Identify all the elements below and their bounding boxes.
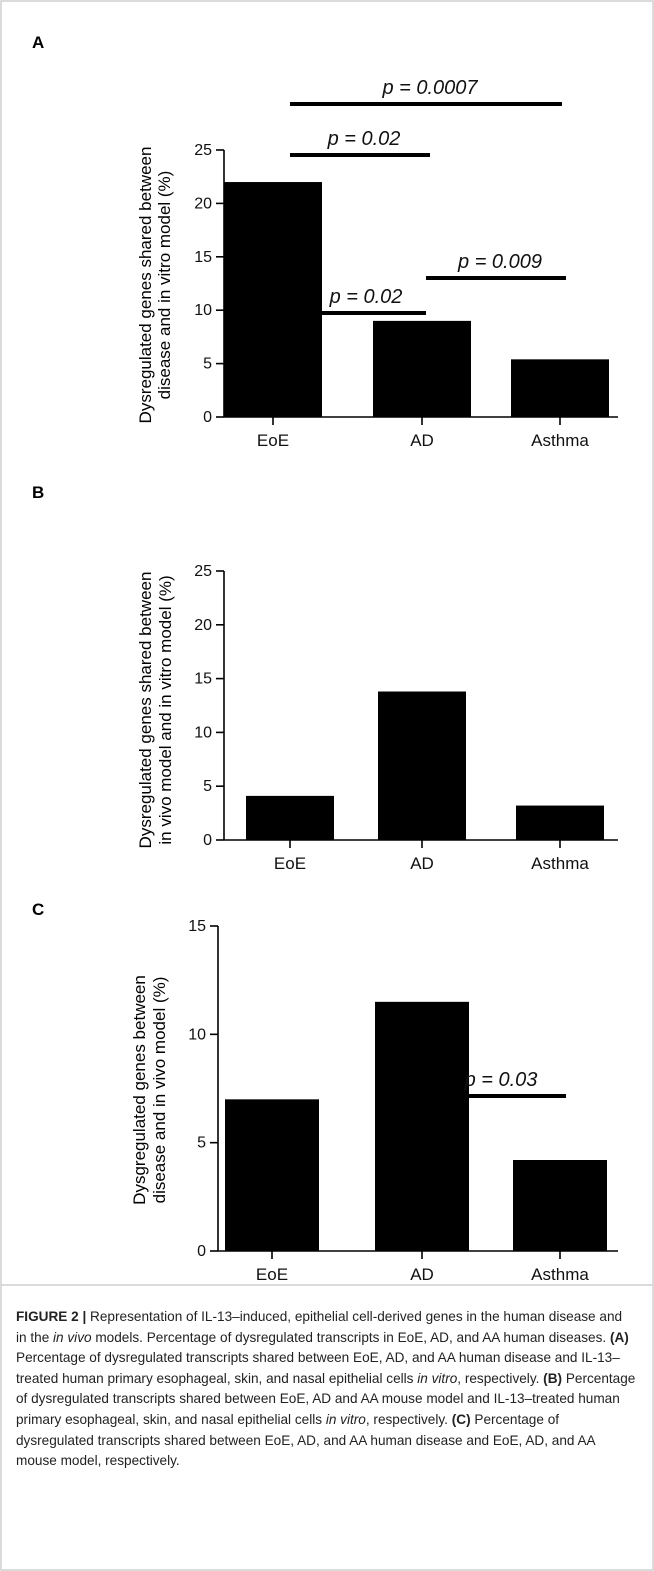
panel-a-y-tick-label: 10 — [194, 302, 212, 319]
panel-a-ylabel-line2: disease and in vitro model (%) — [155, 171, 174, 400]
panel-c-letter: C — [32, 900, 44, 919]
panel-b-category-label: AD — [410, 854, 434, 873]
figure-caption: FIGURE 2 | Representation of IL-13–induc… — [16, 1307, 636, 1472]
panel-b-ylabel-line1: Dysregulated genes shared between — [136, 572, 155, 849]
caption-figure-label: FIGURE 2 | — [16, 1309, 87, 1324]
panel-b-y-tick-label: 10 — [194, 724, 212, 741]
panel-c-bar-asthma — [513, 1160, 607, 1251]
panel-b-significance-label: p = 0.02 — [329, 286, 403, 308]
panel-c-y-tick-label: 5 — [197, 1135, 206, 1152]
panel-a-ylabel-line1: Dysregulated genes shared between — [136, 147, 155, 424]
panel-c-y-tick-label: 0 — [197, 1243, 206, 1260]
caption-panel-a-label: (A) — [609, 1329, 629, 1345]
caption-text: models. Percentage of dysregulated trans… — [91, 1329, 610, 1345]
caption-panel-c-label: (C) — [451, 1411, 471, 1427]
panel-c-category-label: AD — [410, 1265, 434, 1284]
panel-c-ylabel-line1: Dysgregulated genes between — [130, 975, 149, 1205]
panel-a-y-tick-label: 15 — [194, 249, 212, 266]
panel-b-y-tick-label: 15 — [194, 671, 212, 688]
panel-c-significance-label: p = 0.03 — [464, 1069, 538, 1091]
caption-panel-b-label: (B) — [543, 1370, 563, 1386]
panel-b-y-tick-label: 0 — [203, 832, 212, 849]
caption-text: , respectively. — [365, 1411, 452, 1427]
panel-a-y-tick-label: 5 — [203, 356, 212, 373]
panel-b-category-label: EoE — [274, 854, 306, 873]
panel-b: B Dysregulated genes shared between in v… — [32, 251, 618, 873]
panel-a-bar-asthma — [511, 359, 609, 417]
caption-emphasis: in vivo — [53, 1329, 92, 1345]
panel-a-category-label: EoE — [257, 431, 289, 450]
panel-a-y-tick-label: 20 — [194, 195, 212, 212]
panel-c-y-tick-label: 10 — [188, 1026, 206, 1043]
caption-emphasis: in vitro — [417, 1370, 458, 1386]
panel-b-bar-eoe — [246, 795, 334, 840]
panel-b-y-tick-label: 5 — [203, 778, 212, 795]
caption-text: Percentage of dysregulated transcripts s… — [16, 1350, 620, 1386]
panel-b-significance-label: p = 0.009 — [457, 251, 542, 273]
panel-b-bar-ad — [378, 691, 466, 840]
panel-b-bar-asthma — [516, 805, 604, 840]
caption-text: Percentage of dysregulated transcripts s… — [16, 1370, 636, 1427]
panel-c-ylabel-line2: disease and in vivo model (%) — [150, 977, 169, 1204]
panel-a-category-label: AD — [410, 431, 434, 450]
panel-a-category-label: Asthma — [531, 431, 589, 450]
panel-c-category-label: EoE — [256, 1265, 288, 1284]
panel-c-category-label: Asthma — [531, 1265, 589, 1284]
panel-c-bar-ad — [375, 1001, 469, 1251]
panel-a-significance-label: p = 0.02 — [327, 128, 401, 150]
panel-c-y-tick-label: 15 — [188, 918, 206, 935]
panel-a-letter: A — [32, 33, 44, 52]
panel-b-y-tick-label: 25 — [194, 563, 212, 580]
panel-b-category-label: Asthma — [531, 854, 589, 873]
caption-text: , respectively. — [457, 1370, 544, 1386]
caption-emphasis: in vitro — [325, 1411, 366, 1427]
panel-a: A Dysregulated genes shared between dise… — [32, 33, 618, 450]
caption-text: Percentage of dysregulated transcripts s… — [16, 1411, 595, 1469]
panel-b-ylabel-line2: in vivo model and in vitro model (%) — [156, 575, 175, 844]
panel-a-y-tick-label: 0 — [203, 409, 212, 426]
panel-a-significance-label: p = 0.0007 — [381, 77, 478, 99]
panel-a-y-tick-label: 25 — [194, 142, 212, 159]
panel-a-bar-eoe — [224, 182, 322, 417]
caption-text: Representation of IL-13–induced, epithel… — [16, 1309, 623, 1345]
panel-b-letter: B — [32, 483, 44, 502]
panel-b-y-tick-label: 20 — [194, 617, 212, 634]
panel-c: C Dysgregulated genes between disease an… — [32, 900, 618, 1284]
panel-a-bar-ad — [373, 320, 471, 417]
panel-c-bar-eoe — [225, 1099, 319, 1251]
